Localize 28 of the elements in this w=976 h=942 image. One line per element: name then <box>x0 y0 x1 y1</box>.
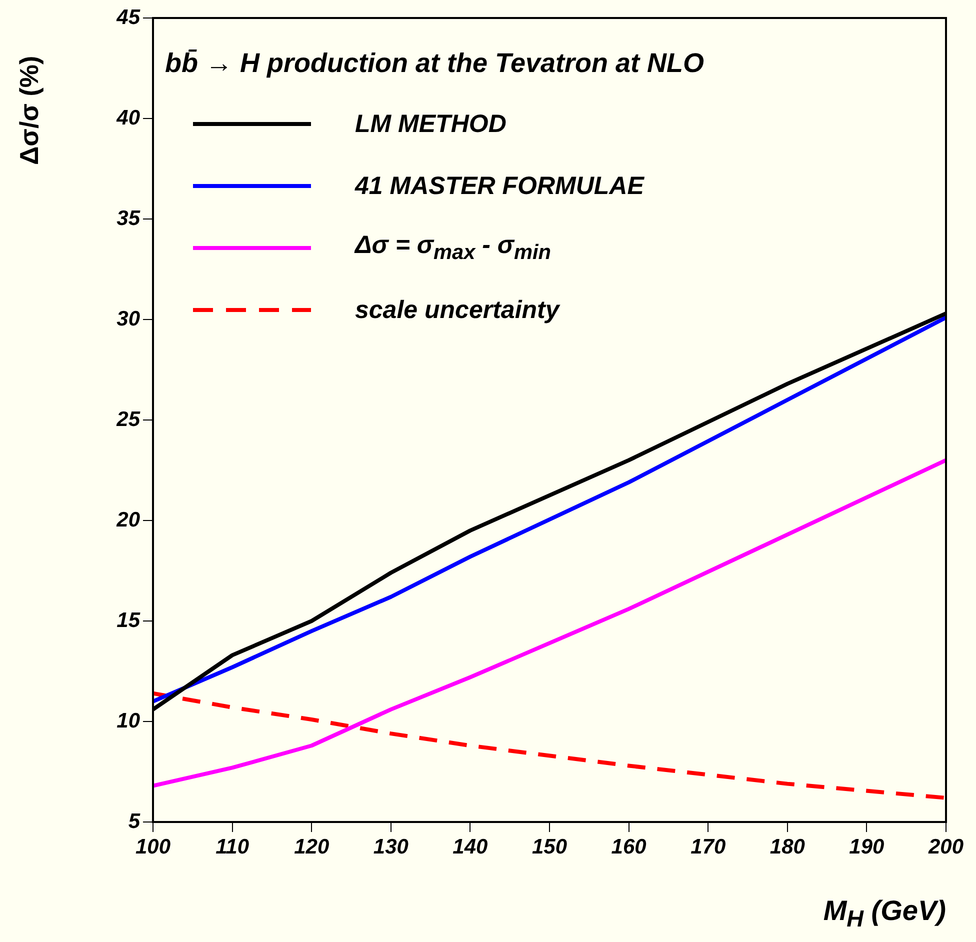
legend-label: scale uncertainty <box>355 296 560 324</box>
x-tick-label: 170 <box>690 835 726 858</box>
y-tick-label: 45 <box>116 6 140 29</box>
y-axis-title: Δσ/σ (%) <box>14 56 45 165</box>
y-tick-label: 35 <box>116 206 140 230</box>
x-tick-label: 200 <box>927 835 964 858</box>
y-tick-label: 40 <box>116 106 140 130</box>
x-axis-title: M$_{H}$ (GeV) <box>823 895 946 933</box>
x-tick-label: 100 <box>135 835 171 858</box>
legend-label: LM METHOD <box>355 110 506 138</box>
y-tick-label: 15 <box>116 608 140 632</box>
x-tick-label: 160 <box>611 835 647 858</box>
y-tick-label: 10 <box>116 709 140 732</box>
legend-title: bb̄ → H production at the Tevatron at NLO <box>165 48 704 79</box>
x-tick-label: 140 <box>452 835 488 858</box>
y-tick-label: 5 <box>128 810 140 833</box>
x-tick-label: 110 <box>216 835 250 858</box>
y-tick-label: 25 <box>116 408 140 431</box>
legend-label: 41 MASTER FORMULAE <box>355 172 644 200</box>
x-tick-label: 150 <box>532 835 568 858</box>
x-tick-label: 190 <box>849 835 885 858</box>
x-tick-label: 130 <box>373 835 409 858</box>
x-tick-label: 180 <box>770 835 806 858</box>
line-series <box>153 691 946 800</box>
legend-label: Δσ = σ$_{max}$ - σ$_{min}$ <box>355 231 551 265</box>
x-tick-label: 120 <box>294 835 330 858</box>
y-tick-label: 30 <box>116 307 140 330</box>
y-tick-label: 20 <box>116 508 140 532</box>
